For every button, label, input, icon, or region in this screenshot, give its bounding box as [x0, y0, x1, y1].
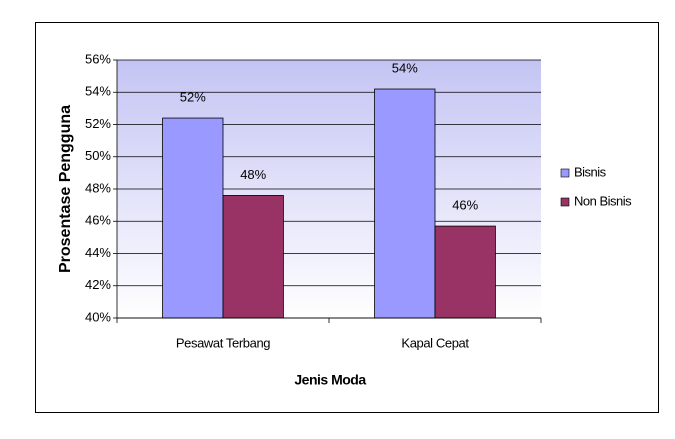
- bar: [374, 88, 436, 319]
- legend-label: Non Bisnis: [574, 193, 632, 208]
- bar: [162, 117, 224, 319]
- y-tick-label: 56%: [85, 51, 111, 66]
- value-label: 52%: [180, 89, 206, 104]
- legend-label: Bisnis: [574, 164, 607, 179]
- x-tick-label: Pesawat Terbang: [176, 335, 270, 350]
- y-tick-label: 46%: [85, 213, 111, 228]
- bar: [434, 225, 496, 319]
- legend-swatch: [560, 168, 570, 178]
- value-label: 46%: [452, 198, 478, 213]
- bar: [222, 195, 284, 319]
- y-tick-label: 50%: [85, 148, 111, 163]
- x-tick-label: Kapal Cepat: [401, 335, 469, 350]
- legend-swatch: [560, 197, 570, 207]
- x-axis-label: Jenis Moda: [294, 372, 366, 388]
- value-label: 54%: [392, 60, 418, 75]
- y-tick-label: 48%: [85, 180, 111, 195]
- y-axis-label: Prosentase Pengguna: [57, 105, 74, 273]
- y-tick-label: 54%: [85, 84, 111, 99]
- value-label: 48%: [240, 167, 266, 182]
- y-tick-label: 52%: [85, 116, 111, 131]
- y-tick-label: 42%: [85, 277, 111, 292]
- y-tick-label: 40%: [85, 309, 111, 324]
- y-tick-label: 44%: [85, 245, 111, 260]
